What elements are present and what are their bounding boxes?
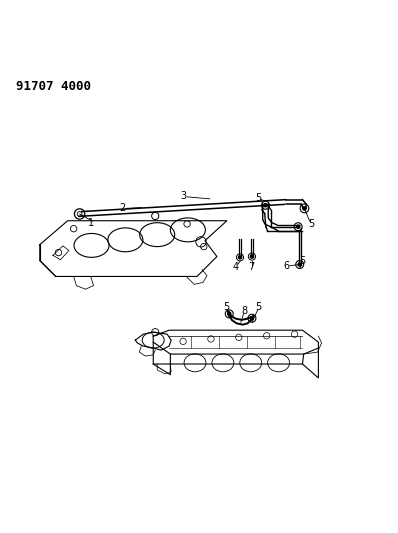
Text: 5: 5 bbox=[299, 255, 306, 265]
Text: 7: 7 bbox=[248, 262, 255, 272]
Text: 8: 8 bbox=[241, 306, 247, 316]
Circle shape bbox=[297, 225, 300, 228]
Text: 2: 2 bbox=[119, 204, 125, 213]
Circle shape bbox=[302, 206, 306, 211]
Text: 91707 4000: 91707 4000 bbox=[16, 80, 91, 93]
Text: 4: 4 bbox=[232, 262, 238, 271]
Circle shape bbox=[238, 256, 242, 259]
Text: 5: 5 bbox=[256, 302, 262, 312]
Text: 1: 1 bbox=[88, 218, 94, 228]
Circle shape bbox=[298, 263, 301, 266]
Text: 6: 6 bbox=[283, 261, 290, 271]
Circle shape bbox=[228, 312, 231, 316]
Circle shape bbox=[77, 212, 82, 216]
Circle shape bbox=[250, 255, 254, 258]
Text: 5: 5 bbox=[255, 192, 261, 203]
Text: 5: 5 bbox=[308, 219, 314, 229]
Text: 3: 3 bbox=[180, 191, 187, 201]
Text: 5: 5 bbox=[223, 302, 229, 312]
Circle shape bbox=[264, 204, 267, 207]
Circle shape bbox=[250, 317, 254, 320]
